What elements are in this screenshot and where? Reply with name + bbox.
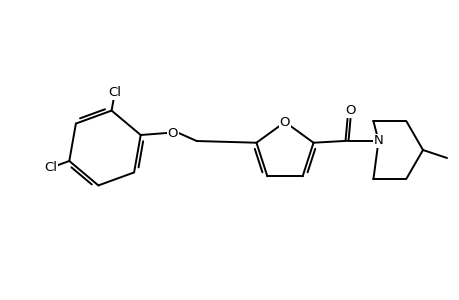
- Text: Cl: Cl: [108, 86, 121, 99]
- Text: N: N: [373, 134, 382, 147]
- Text: O: O: [345, 104, 355, 117]
- Text: O: O: [167, 127, 178, 140]
- Text: Cl: Cl: [44, 161, 57, 174]
- Text: O: O: [279, 116, 290, 128]
